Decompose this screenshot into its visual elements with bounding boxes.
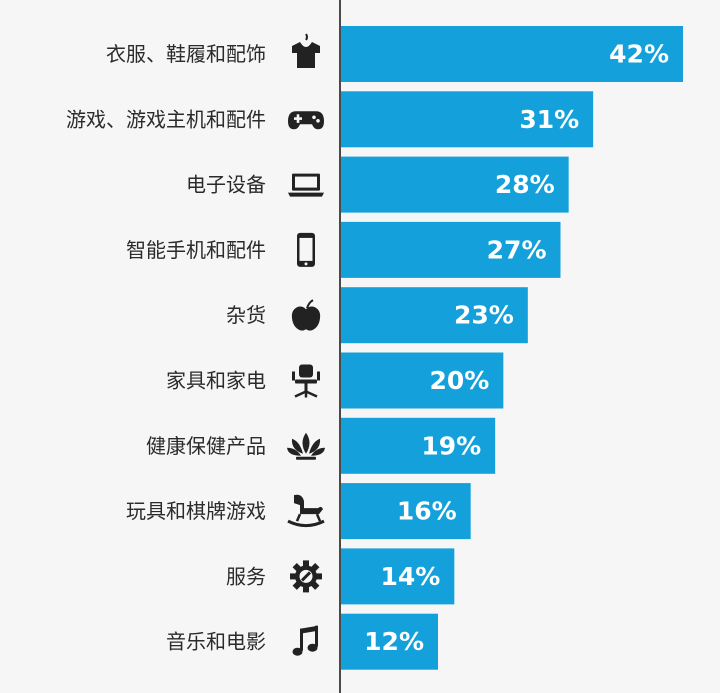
- category-label: 音乐和电影: [166, 630, 266, 654]
- shirt-icon: [292, 33, 320, 68]
- bar-9: [340, 548, 455, 605]
- value-labels-layer: 42% 31% 28% 27% 23% 20% 19% 16% 14% 12%: [364, 40, 669, 657]
- value-label: 12%: [364, 627, 424, 656]
- value-label: 28%: [495, 170, 555, 199]
- bar-3: [340, 156, 569, 213]
- category-label: 杂货: [226, 303, 266, 327]
- apple-icon: [291, 299, 321, 331]
- category-label: 电子设备: [186, 173, 266, 197]
- laptop-icon: [288, 173, 324, 197]
- bar-10: [340, 613, 438, 670]
- category-label: 健康保健产品: [146, 434, 266, 458]
- bar-8: [340, 483, 471, 540]
- category-label: 服务: [226, 564, 266, 588]
- bars-layer: [340, 26, 683, 670]
- value-label: 16%: [397, 497, 457, 526]
- value-label: 14%: [380, 562, 440, 591]
- gear-wrench-icon: [290, 560, 322, 593]
- category-label: 家具和家电: [166, 369, 266, 393]
- value-label: 23%: [454, 301, 514, 330]
- value-label: 31%: [519, 105, 579, 134]
- office-chair-icon: [292, 364, 320, 398]
- value-label: 42%: [609, 40, 669, 69]
- bar-4: [340, 221, 561, 278]
- value-label: 27%: [487, 235, 547, 264]
- bar-6: [340, 352, 504, 409]
- category-label: 衣服、鞋履和配饰: [106, 42, 266, 66]
- bar-2: [340, 91, 594, 148]
- music-note-icon: [292, 625, 318, 656]
- icons-layer: [287, 33, 325, 656]
- category-label: 游戏、游戏主机和配件: [66, 107, 266, 131]
- category-labels-layer: 衣服、鞋履和配饰游戏、游戏主机和配件电子设备智能手机和配件杂货家具和家电健康保健…: [66, 42, 266, 654]
- category-label: 玩具和棋牌游戏: [126, 499, 266, 523]
- rocking-horse-icon: [287, 494, 325, 528]
- value-label: 20%: [429, 366, 489, 395]
- smartphone-icon: [297, 232, 315, 267]
- category-label: 智能手机和配件: [126, 238, 266, 262]
- bar-7: [340, 417, 496, 474]
- bar-5: [340, 287, 528, 344]
- bar-1: [340, 26, 683, 82]
- lotus-icon: [287, 432, 325, 460]
- value-label: 19%: [421, 431, 481, 460]
- gamepad-icon: [288, 111, 324, 130]
